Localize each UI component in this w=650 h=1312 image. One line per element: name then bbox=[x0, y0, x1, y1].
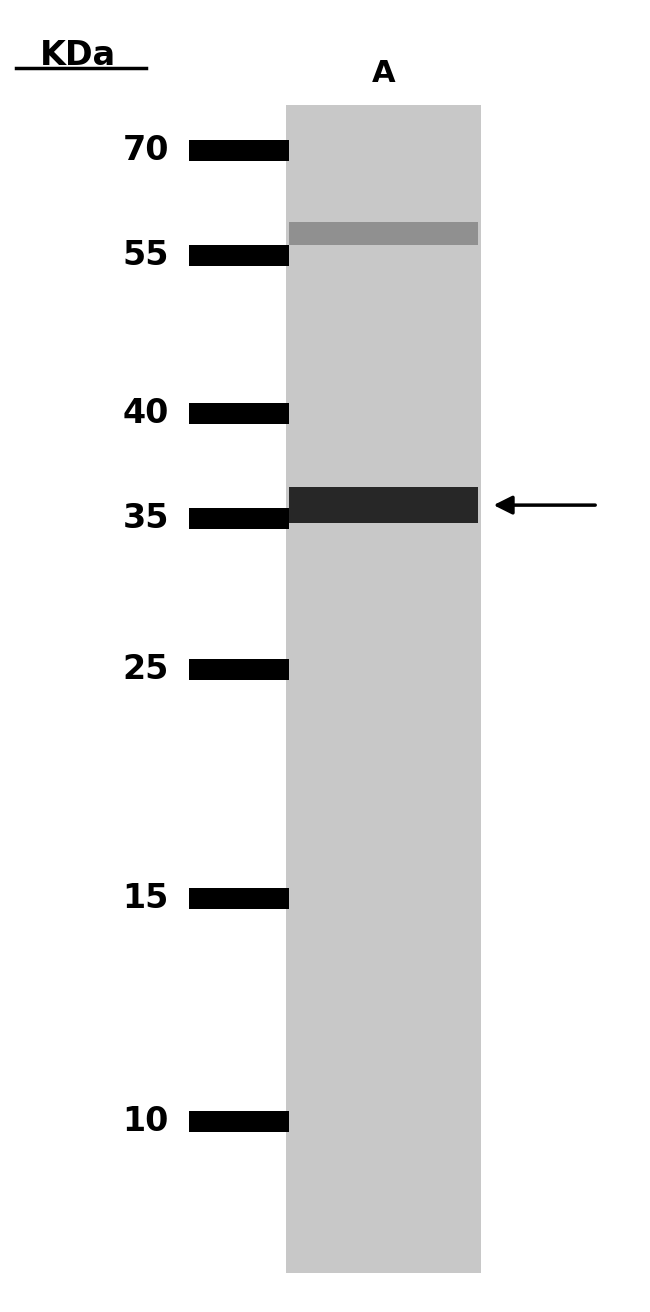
Text: KDa: KDa bbox=[40, 39, 116, 72]
Text: 35: 35 bbox=[122, 501, 169, 535]
Bar bbox=[289, 487, 478, 523]
Text: 15: 15 bbox=[123, 882, 169, 916]
Text: 55: 55 bbox=[122, 239, 169, 273]
Bar bbox=[188, 888, 289, 909]
Bar bbox=[188, 659, 289, 680]
Text: 10: 10 bbox=[123, 1105, 169, 1139]
Text: A: A bbox=[372, 59, 395, 88]
Bar bbox=[188, 245, 289, 266]
Text: 25: 25 bbox=[123, 652, 169, 686]
Bar bbox=[188, 1111, 289, 1132]
Bar bbox=[188, 403, 289, 424]
Bar bbox=[286, 105, 481, 1273]
Text: 70: 70 bbox=[122, 134, 169, 168]
Bar bbox=[188, 508, 289, 529]
Text: 40: 40 bbox=[123, 396, 169, 430]
Bar bbox=[289, 222, 478, 245]
Bar bbox=[188, 140, 289, 161]
